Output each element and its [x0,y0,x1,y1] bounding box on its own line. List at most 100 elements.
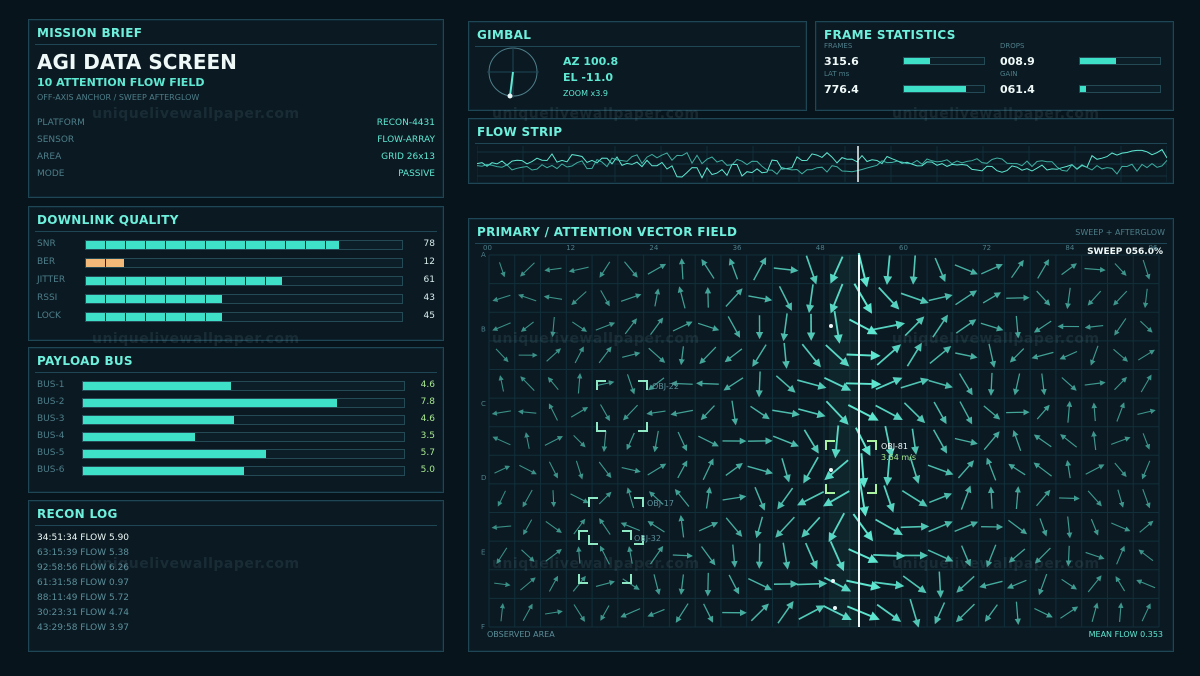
flow-vector [620,293,642,302]
target-label: OBJ-32 [634,534,661,543]
flow-vector [828,512,846,543]
vector-field-canvas: 00 12 24 36 48 60 72 84 96 A B C D E F OBJ-22 OBJ-81 3.64… [481,244,1160,631]
payload-label: BUS-5 [37,448,65,458]
flow-vector [1014,486,1021,510]
flow-vector [954,437,978,446]
downlink-label: JITTER [37,275,66,285]
flow-vector [675,603,689,623]
flow-vector [960,485,972,510]
payload-bar-fill [83,382,231,390]
target-bracket [596,380,648,432]
flow-vector [777,487,794,510]
flow-vector [654,288,661,307]
sweep-readout: SWEEP 056.0% [1087,247,1163,257]
flow-vector [1113,290,1128,306]
flow-vector [875,518,903,536]
flow-vector [728,258,739,280]
flow-vector [725,517,743,537]
flow-vector [646,410,666,416]
payload-bar-fill [83,399,337,407]
payload-value: 5.0 [420,465,435,475]
flow-vector [803,456,819,484]
downlink-bar-fill [86,295,222,303]
flow-vector [859,481,869,517]
flow-vector [573,604,585,622]
frame-statistics-panel: FRAME STATISTICS FRAMES 315.6 DROPS 008.9 LA… [815,21,1174,111]
flow-vector [496,547,508,564]
flow-vector [959,401,973,425]
flow-vector [599,518,611,535]
flow-vector [573,518,586,535]
dial-hub [507,93,513,99]
flow-vector [848,548,879,564]
flow-vector [575,460,584,480]
flow-vector [596,380,615,387]
log-entry: 30:23:31 FLOW 4.74 [37,608,130,618]
downlink-value: 78 [423,239,435,249]
flow-vector [852,513,874,542]
track-dot [831,579,835,583]
flow-vector [1136,579,1156,589]
sensor-value: FLOW-ARRAY [377,135,435,145]
flow-vector [520,321,534,332]
flow-strip-panel: FLOW STRIP [468,118,1174,184]
payload-label: BUS-4 [37,431,65,441]
flow-vector [884,425,895,458]
stat-bar-fill [904,86,967,92]
flow-vector [544,267,562,273]
flow-vector [960,545,971,567]
flow-vector [1142,489,1151,509]
log-entry: 43:29:58 FLOW 3.97 [37,623,130,633]
flow-vector [492,436,511,446]
flow-vector [678,258,686,280]
flow-vector [547,376,559,391]
flow-vector [701,259,715,279]
flow-vector [724,348,743,363]
flow-vector [1066,400,1073,423]
flow-vector [909,598,921,628]
flow-vector [545,549,562,562]
payload-label: BUS-1 [37,380,65,390]
downlink-bar-fill [86,313,222,321]
payload-value: 4.6 [420,414,435,424]
flow-vector [648,377,665,391]
track-dot [833,606,837,610]
flow-vector [622,578,640,590]
flow-vector [517,409,537,415]
flow-vector [647,463,667,476]
flow-vector [1111,436,1131,445]
downlink-label: LOCK [37,311,61,321]
flow-vector [670,409,694,417]
payload-bar-fill [83,433,196,441]
flow-vector [823,605,852,621]
subheading: 10 ATTENTION FLOW FIELD [37,76,205,89]
flow-vector [647,263,667,275]
flow-vector [546,348,562,362]
gimbal-panel: GIMBAL AZ 100.8 EL -11.0 ZOOM x3.9 [468,21,807,111]
flow-vector [778,285,792,311]
flow-vector [1008,519,1028,535]
flow-vector [825,400,849,425]
flow-vector [621,467,641,474]
col-tick-label: 72 [982,244,991,252]
flow-trace-b [477,151,1167,175]
flow-vector [598,461,612,479]
flow-vector [598,346,612,364]
area-value: GRID 26x13 [381,152,435,162]
flow-vector [1008,463,1026,476]
flow-vector [1060,606,1079,619]
flow-vector [754,516,764,539]
flow-vector [747,577,773,591]
stat-value: 776.4 [824,83,859,96]
flow-vector [986,544,997,568]
flow-vector [752,344,767,367]
row-tick-label: B [481,325,486,333]
flow-vector [932,429,948,454]
flow-vector [700,405,715,421]
downlink-bar [85,276,403,286]
payload-value: 4.6 [420,380,435,390]
flow-vector [648,491,664,505]
flow-vector [1141,603,1151,622]
flow-vector [902,575,927,594]
flow-vector [1061,377,1077,391]
